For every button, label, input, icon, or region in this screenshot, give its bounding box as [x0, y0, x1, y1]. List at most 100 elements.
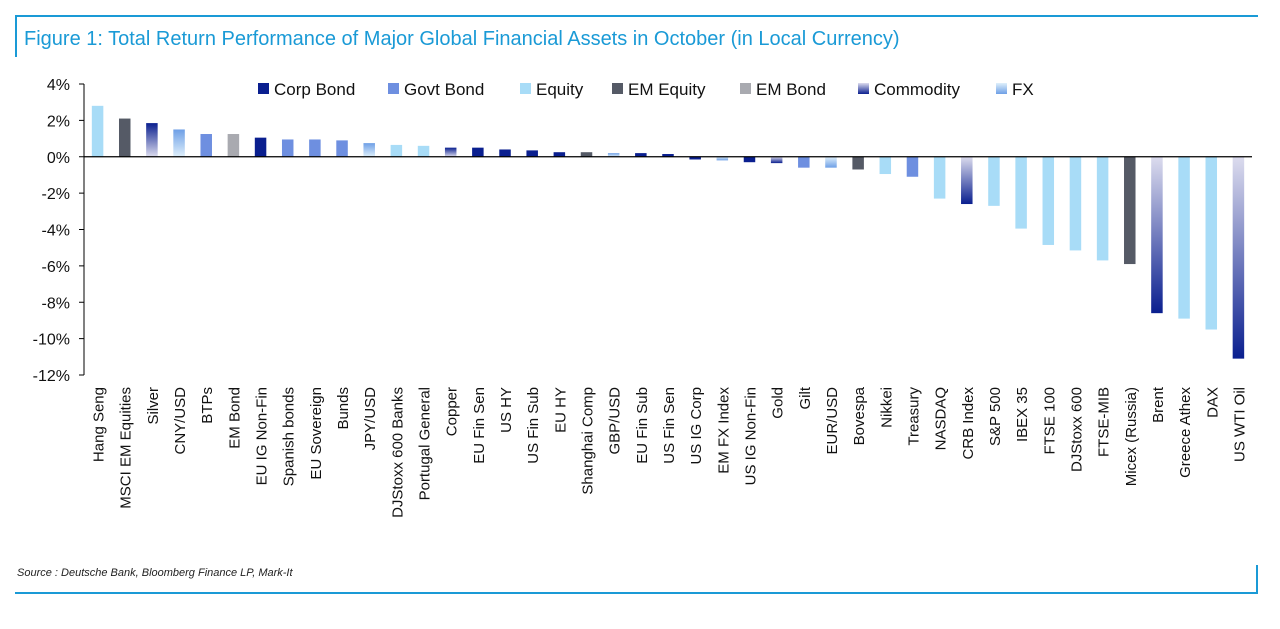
x-tick-label: FTSE-MIB [1096, 387, 1113, 457]
bar [879, 156, 892, 175]
x-tick-label: Silver [145, 387, 162, 425]
x-tick-label: DJStoxx 600 [1068, 387, 1085, 472]
y-tick-label: -4% [42, 223, 70, 240]
source-note: Source : Deutsche Bank, Bloomberg Financ… [17, 567, 293, 579]
bar [1232, 156, 1245, 359]
legend-swatch [612, 83, 623, 94]
x-tick-label: EM Bond [226, 387, 243, 449]
bar [607, 153, 620, 157]
bar [635, 153, 647, 157]
bar [1069, 156, 1082, 251]
bar [1151, 156, 1163, 314]
y-tick-label: -8% [42, 295, 70, 312]
y-tick-label: 2% [47, 113, 70, 130]
bar [798, 156, 810, 168]
bar [227, 134, 240, 157]
frame-bottom-rule [15, 592, 1258, 594]
bar [146, 123, 158, 157]
bar [1205, 156, 1218, 330]
legend: Corp Bond Govt Bond Equity EM Equity EM Bond… [258, 80, 1034, 99]
bar [553, 152, 566, 157]
legend-swatch [388, 83, 399, 94]
bar [309, 139, 321, 157]
bar [1042, 156, 1055, 245]
x-tick-label: IBEX 35 [1014, 387, 1031, 442]
x-tick-label: Hang Seng [91, 387, 108, 462]
x-tick-label: Brent [1150, 386, 1167, 423]
x-tick-label: EU HY [552, 387, 569, 433]
bar [662, 154, 674, 157]
y-tick-label: -12% [33, 368, 70, 385]
x-tick-label: US IG Non-Fin [742, 387, 759, 485]
bar [118, 118, 131, 157]
legend-label: Corp Bond [274, 80, 355, 99]
x-tick-label: Bovespa [851, 386, 868, 445]
bar [906, 156, 919, 177]
x-tick-label: US IG Corp [688, 387, 705, 465]
legend-swatch [258, 83, 269, 94]
bar [1178, 156, 1190, 319]
bar [173, 129, 185, 157]
bar [1015, 156, 1027, 229]
y-tick-label: -10% [33, 332, 70, 349]
x-tick-label: Treasury [905, 387, 922, 446]
bar [770, 156, 783, 164]
y-tick-label: 0% [47, 150, 70, 167]
x-tick-label: DAX [1204, 387, 1221, 418]
x-tick-label: Gold [770, 387, 787, 419]
bar [200, 134, 212, 157]
bar [254, 137, 267, 157]
x-tick-label: NASDAQ [933, 387, 950, 450]
bar [689, 156, 701, 160]
legend-swatch [996, 83, 1007, 94]
x-tick-label: MSCI EM Equities [118, 387, 135, 509]
bars-group [84, 105, 1252, 359]
y-tick-label: -6% [42, 259, 70, 276]
legend-swatch [740, 83, 751, 94]
bar [281, 139, 294, 157]
frame-right-rule [1256, 565, 1258, 594]
legend-swatch [858, 83, 869, 94]
x-tick-label: EM FX Index [715, 387, 732, 474]
x-tick-label: Copper [444, 387, 461, 436]
x-tick-label: DJStoxx 600 Banks [389, 387, 406, 518]
bar [1096, 156, 1109, 261]
frame-top-rule [15, 15, 1258, 17]
x-tick-label: US WTI Oil [1231, 387, 1248, 462]
legend-label: FX [1012, 80, 1034, 99]
bar [961, 156, 973, 205]
x-tick-label: Spanish bonds [281, 387, 298, 486]
x-tick-label: Portugal General [417, 387, 434, 500]
legend-swatch [520, 83, 531, 94]
x-tick-label: US Fin Sub [525, 387, 542, 464]
x-tick-label: US HY [498, 387, 515, 433]
x-tick-label: EU Sovereign [308, 387, 325, 480]
chart-title: Figure 1: Total Return Performance of Ma… [24, 28, 900, 50]
x-tick-label: EU IG Non-Fin [254, 387, 271, 485]
bar [363, 143, 375, 157]
bar [852, 156, 864, 170]
bar [1124, 156, 1136, 265]
legend-label: EM Equity [628, 80, 706, 99]
bar [499, 149, 511, 157]
bar [417, 145, 430, 157]
x-tick-label: EU Fin Sub [634, 387, 651, 464]
x-tick-label: JPY/USD [362, 387, 379, 451]
x-tick-label: EU Fin Sen [471, 387, 488, 464]
x-tick-label: CNY/USD [172, 387, 189, 455]
bar [580, 152, 593, 157]
frame-left-rule [15, 15, 17, 57]
x-tick-label: FTSE 100 [1041, 387, 1058, 455]
x-tick-label: Greece Athex [1177, 387, 1194, 478]
bar [444, 147, 457, 157]
x-tick-label: Gilt [797, 386, 814, 409]
bar [988, 156, 1000, 206]
bar [716, 156, 729, 161]
x-tick-label: Bunds [335, 387, 352, 430]
legend-label: Commodity [874, 80, 960, 99]
y-tick-label: 4% [47, 77, 70, 94]
x-tick-label: S&P 500 [987, 387, 1004, 446]
x-tick-label: EUR/USD [824, 387, 841, 455]
x-tick-label: BTPs [199, 387, 216, 424]
